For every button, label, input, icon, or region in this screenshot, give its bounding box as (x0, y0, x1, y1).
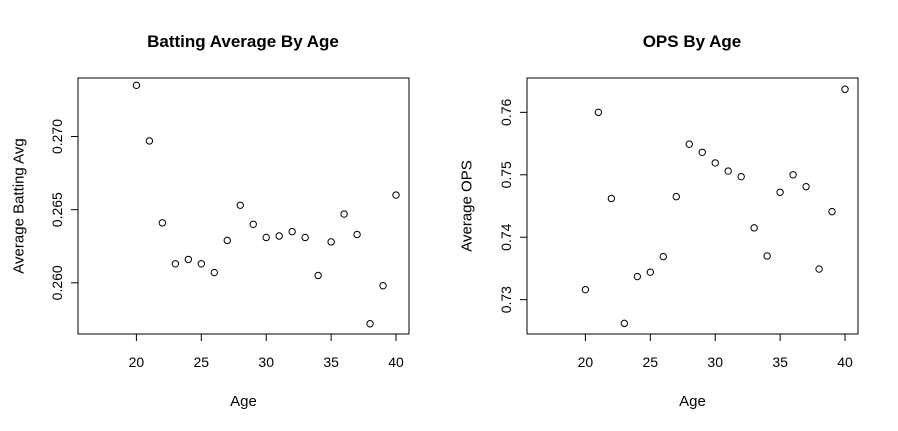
y-tick-label: 0.260 (49, 265, 65, 300)
data-point (184, 255, 193, 264)
data-point (288, 227, 296, 236)
data-point (633, 272, 642, 281)
data-point (815, 265, 823, 273)
x-tick-label: 40 (388, 354, 404, 370)
data-point (145, 137, 154, 145)
data-point (249, 220, 257, 228)
data-point (802, 182, 810, 191)
data-point (327, 238, 335, 246)
data-point (132, 81, 141, 90)
data-point (275, 232, 283, 240)
data-point (737, 172, 745, 181)
data-point (353, 230, 361, 239)
data-point (711, 159, 719, 167)
data-point (366, 320, 374, 328)
x-tick-label: 25 (643, 354, 659, 370)
data-point (646, 268, 655, 276)
chart-title: Batting Average By Age (147, 32, 339, 51)
data-point (223, 236, 231, 245)
x-tick-label: 30 (707, 354, 723, 370)
data-point (620, 319, 629, 328)
data-point (197, 260, 206, 268)
data-point (340, 210, 348, 218)
data-point (392, 191, 400, 199)
data-point (379, 282, 387, 290)
x-tick-label: 20 (129, 354, 145, 370)
data-point (841, 85, 849, 93)
data-point (659, 252, 667, 261)
data-point (158, 219, 167, 227)
plot-frame (526, 77, 859, 335)
data-point (724, 167, 732, 175)
data-point (672, 192, 680, 201)
chart-panel-2: OPS By Age 20 25 30 35 40 0.73 0.74 0.75 0.76 Age A… (459, 32, 859, 410)
y-axis-label: Average OPS (459, 160, 476, 251)
data-point (236, 201, 244, 209)
data-point (594, 108, 603, 117)
data-point (698, 148, 706, 157)
data-point (828, 207, 836, 216)
data-point (210, 268, 218, 277)
chart-panel-1: Batting Average By Age 20 25 30 35 40 0.260 0.2… (11, 32, 410, 410)
x-axis-label: Age (230, 393, 257, 410)
data-point (301, 233, 309, 242)
data-point (581, 285, 590, 294)
data-point (763, 252, 771, 260)
data-point (171, 260, 180, 268)
y-axis-label: Average Batting Avg (11, 138, 28, 273)
y-tick-label: 0.75 (498, 161, 514, 188)
data-point (776, 188, 784, 196)
data-point (607, 194, 616, 203)
data-point (262, 233, 270, 242)
x-tick-label: 30 (258, 354, 274, 370)
y-tick-label: 0.265 (49, 192, 65, 227)
data-point (314, 271, 322, 280)
y-tick-label: 0.74 (498, 223, 514, 250)
data-point (685, 140, 693, 148)
y-tick-label: 0.73 (498, 286, 514, 313)
x-tick-label: 35 (323, 354, 339, 370)
x-tick-label: 35 (772, 354, 788, 370)
x-tick-label: 20 (578, 354, 594, 370)
x-axis-label: Age (679, 393, 706, 410)
y-tick-label: 0.270 (49, 119, 65, 154)
x-tick-label: 25 (194, 354, 210, 370)
data-point (789, 171, 797, 179)
data-point (750, 224, 758, 232)
x-tick-label: 40 (837, 354, 853, 370)
chart-title: OPS By Age (643, 32, 742, 51)
y-tick-label: 0.76 (498, 99, 514, 126)
